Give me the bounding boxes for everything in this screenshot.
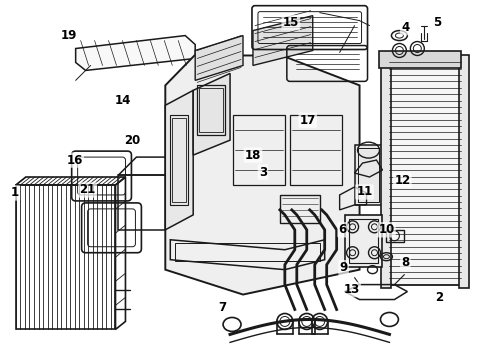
Text: 8: 8 (401, 256, 408, 269)
Bar (357, 148, 379, 202)
Bar (233, 115, 285, 185)
Text: 6: 6 (338, 223, 346, 236)
Text: 21: 21 (80, 184, 96, 197)
Bar (118, 175, 188, 230)
Bar (386, 230, 404, 242)
Bar (170, 115, 188, 205)
Text: 1: 1 (11, 186, 19, 199)
Text: 18: 18 (244, 149, 261, 162)
Polygon shape (165, 90, 193, 230)
Bar (289, 115, 341, 185)
Polygon shape (170, 240, 324, 270)
Bar (175, 243, 319, 261)
Bar (172, 118, 186, 202)
Bar (16, 185, 115, 329)
Bar (381, 55, 390, 288)
Text: 13: 13 (343, 283, 359, 296)
Text: 20: 20 (124, 134, 140, 147)
Text: 19: 19 (61, 29, 77, 42)
Bar (354, 145, 382, 205)
Bar (348, 219, 378, 263)
Bar (379, 50, 460, 68)
Text: 11: 11 (356, 185, 372, 198)
Text: 2: 2 (434, 291, 443, 304)
Text: 9: 9 (339, 261, 347, 274)
Text: 12: 12 (393, 174, 409, 186)
Bar (199, 88, 223, 132)
Polygon shape (193, 73, 229, 155)
Polygon shape (252, 15, 312, 66)
Text: 15: 15 (282, 16, 298, 29)
Text: 16: 16 (66, 154, 82, 167)
Bar (279, 195, 319, 223)
Bar (344, 215, 382, 267)
Text: 7: 7 (218, 301, 225, 314)
Bar (388, 60, 460, 285)
Text: 3: 3 (258, 166, 266, 179)
Text: 14: 14 (114, 94, 130, 107)
Polygon shape (165, 55, 359, 294)
Text: 4: 4 (401, 21, 408, 34)
Bar (458, 55, 468, 288)
Text: 5: 5 (432, 16, 441, 29)
Bar (197, 85, 224, 135)
Polygon shape (76, 36, 195, 71)
Text: 10: 10 (378, 223, 394, 236)
Polygon shape (195, 36, 243, 80)
Text: 17: 17 (299, 114, 315, 127)
